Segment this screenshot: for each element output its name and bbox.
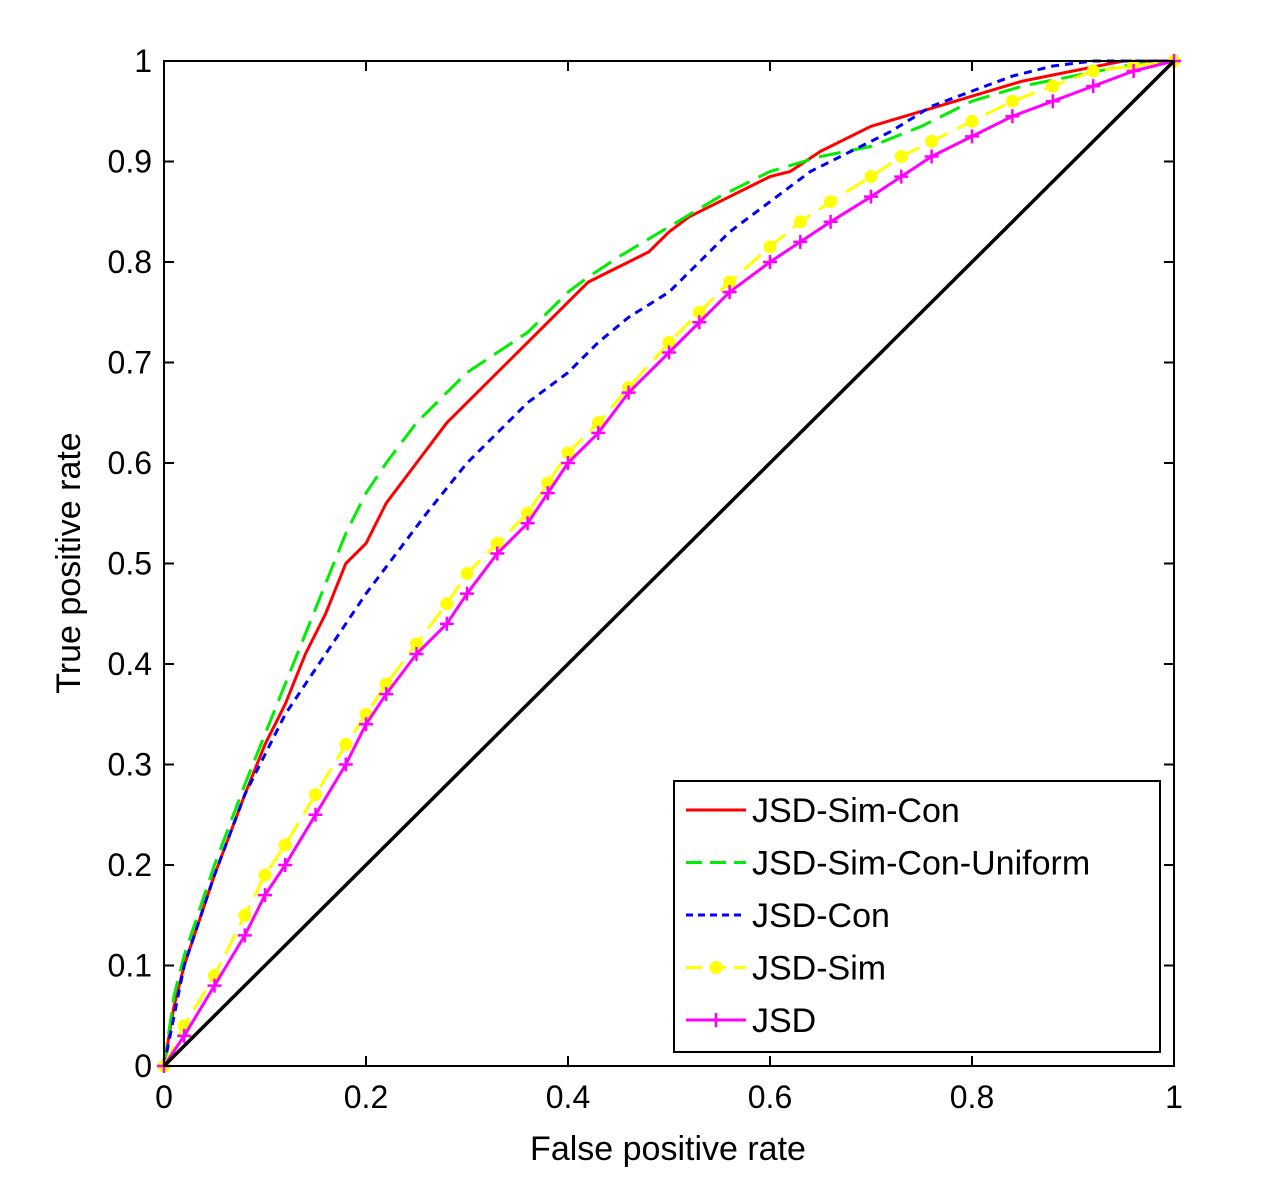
series-marker-jsd	[1086, 79, 1101, 94]
series-line-jsd-con	[162, 59, 1174, 1067]
series-marker-jsd-sim	[1046, 79, 1060, 93]
series-marker-jsd	[894, 169, 909, 184]
series-marker-jsd-sim	[238, 908, 252, 922]
legend-label-jsd-sim: JSD-Sim	[752, 950, 886, 988]
series-line-jsd-sim-con	[162, 59, 1174, 1067]
series-marker-jsd-sim	[793, 215, 807, 229]
series-marker-jsd	[965, 129, 979, 144]
series-marker-jsd-sim	[1005, 94, 1019, 108]
y-tick-label: 0.2	[108, 847, 152, 883]
tick-labels: 0 0.2 0.4 0.6 0.8 1 0 0.1 0.2 0.3 0.4 0.5 0.6 0.7 0.8 0…	[108, 43, 1183, 1115]
y-tick-label: 0.5	[108, 546, 152, 582]
series-marker-jsd-sim	[278, 838, 292, 852]
series-marker-jsd-sim	[258, 868, 272, 882]
series-line-jsd-sim-con-uniform	[162, 59, 1175, 1067]
y-tick-label: 0.4	[108, 646, 152, 682]
series-marker-jsd	[591, 425, 606, 440]
series-marker-jsd	[177, 1028, 192, 1043]
series-marker-jsd	[793, 234, 808, 249]
series-marker-jsd	[823, 214, 838, 229]
legend: JSD-Sim-Con JSD-Sim-Con-Uniform JSD-Con JSD…	[673, 780, 1161, 1053]
series-marker-jsd-sim	[824, 195, 838, 209]
series-marker-jsd-sim	[965, 114, 979, 128]
series-marker-jsd	[409, 646, 424, 661]
series-marker-jsd	[258, 888, 272, 903]
legend-box	[673, 780, 1161, 1053]
series-marker-jsd	[490, 546, 505, 561]
x-tick-label: 0	[155, 1079, 173, 1115]
x-tick-label: 0.8	[950, 1079, 994, 1115]
series-marker-jsd	[1005, 109, 1020, 124]
y-tick-label: 1	[134, 43, 152, 79]
series-marker-jsd-sim	[894, 149, 908, 163]
series-marker-jsd	[439, 616, 454, 631]
series-marker-jsd	[864, 189, 878, 204]
y-tick-label: 0.1	[108, 948, 152, 984]
y-tick-label: 0.6	[108, 445, 152, 481]
legend-label-jsd-con: JSD-Con	[752, 897, 890, 935]
series-marker-jsd-sim	[864, 170, 878, 184]
series-marker-jsd	[662, 345, 676, 360]
x-axis-title: False positive rate	[530, 1130, 806, 1168]
y-tick-label: 0.9	[108, 144, 152, 180]
series-marker-jsd-sim	[339, 737, 353, 751]
series-marker-jsd-sim	[763, 240, 777, 254]
legend-label-jsd-sim-con-uniform: JSD-Sim-Con-Uniform	[752, 845, 1090, 883]
plot-marks	[157, 54, 1181, 1073]
y-tick-label: 0	[134, 1048, 152, 1084]
series-marker-jsd	[237, 928, 252, 943]
series-marker-jsd-sim	[925, 134, 939, 148]
series-marker-jsd-sim	[309, 788, 322, 802]
series-marker-jsd-sim	[440, 597, 454, 611]
x-tick-label: 1	[1165, 1079, 1183, 1115]
x-tick-label: 0.4	[546, 1079, 590, 1115]
series-marker-jsd	[308, 807, 323, 822]
legend-marker-jsd-sim	[709, 961, 723, 974]
series-marker-jsd	[722, 285, 737, 300]
y-axis-title: True positive rate	[50, 432, 88, 693]
y-tick-label: 0.7	[108, 345, 152, 381]
x-tick-label: 0.2	[344, 1079, 388, 1115]
y-tick-label: 0.8	[108, 244, 152, 280]
series-marker-jsd	[278, 858, 293, 872]
series-marker-jsd	[540, 486, 555, 501]
y-tick-label: 0.3	[108, 747, 152, 783]
series-marker-jsd	[692, 315, 707, 330]
series-marker-jsd	[520, 516, 535, 531]
series-marker-jsd	[359, 717, 373, 732]
series-marker-jsd	[338, 757, 353, 772]
axis-ticks	[163, 60, 1175, 1067]
series-marker-jsd	[924, 149, 939, 164]
series-marker-jsd	[561, 456, 575, 470]
legend-marker-jsd	[709, 1013, 723, 1027]
series-marker-jsd	[763, 255, 777, 269]
x-tick-label: 0.6	[748, 1079, 792, 1115]
series-line-reference-diagonal	[162, 59, 1176, 1068]
series-marker-jsd	[1126, 64, 1141, 79]
series-marker-jsd-sim	[1086, 64, 1100, 78]
legend-label-jsd: JSD	[752, 1002, 816, 1040]
series-marker-jsd	[207, 978, 222, 993]
series-marker-jsd-sim	[460, 567, 474, 581]
series-marker-jsd	[460, 586, 474, 601]
series-marker-jsd	[1045, 94, 1060, 109]
series-line-jsd	[162, 59, 1175, 1067]
series-marker-jsd	[379, 687, 394, 702]
series-marker-jsd	[621, 385, 636, 400]
legend-label-jsd-sim-con: JSD-Sim-Con	[752, 792, 960, 830]
